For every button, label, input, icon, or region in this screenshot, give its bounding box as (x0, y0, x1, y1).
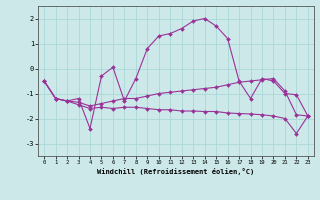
X-axis label: Windchill (Refroidissement éolien,°C): Windchill (Refroidissement éolien,°C) (97, 168, 255, 175)
